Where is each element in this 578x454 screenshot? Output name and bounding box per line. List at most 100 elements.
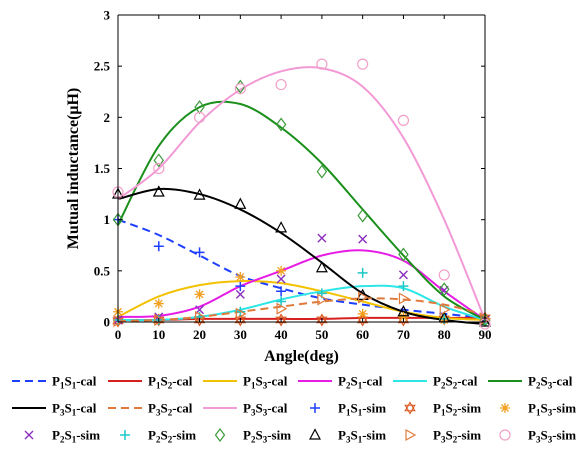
- legend-swatch-marker: [120, 430, 130, 440]
- legend-label: P2S3-cal: [528, 374, 573, 391]
- x-axis-label: Angle(deg): [264, 348, 339, 365]
- series-line-p1s1-cal: [117, 218, 486, 319]
- data-point-p2s1-sim: [235, 289, 245, 299]
- legend-label: P3S1-sim: [338, 428, 386, 445]
- legend-label: P2S2-sim: [148, 428, 196, 445]
- legend-label: P2S3-sim: [243, 428, 291, 445]
- data-point-p2s1-sim: [358, 234, 368, 244]
- legend-swatch-marker: [310, 403, 320, 413]
- legend-item-p1s1-cal: P1S1-cal: [12, 374, 97, 391]
- data-point-p3s3-sim: [397, 114, 410, 127]
- data-point-p2s3-sim: [316, 164, 328, 179]
- data-point-p3s2-sim: [235, 307, 247, 320]
- legend-item-p2s2-sim: P2S2-sim: [120, 428, 196, 445]
- data-point-p1s3-sim: [398, 311, 409, 322]
- series-line-p2s1-cal: [117, 249, 486, 321]
- data-point-p2s1-sim: [317, 233, 327, 243]
- legend-item-p1s3-cal: P1S3-cal: [203, 374, 288, 391]
- data-point-p2s3-sim: [357, 208, 368, 223]
- legend-label: P1S2-cal: [148, 374, 193, 391]
- legend-item-p2s3-cal: P2S3-cal: [488, 374, 573, 391]
- legend-item-p3s1-cal: P3S1-cal: [12, 401, 97, 418]
- legend-item-p3s1-sim: P3S1-sim: [309, 428, 386, 445]
- data-point-p3s1-sim: [275, 221, 288, 233]
- y-tick-label: 2.5: [94, 59, 111, 74]
- y-tick-label: 1.5: [94, 161, 111, 176]
- legend-label: P2S1-sim: [52, 428, 100, 445]
- y-tick-label: 0: [104, 315, 111, 330]
- legend-swatch-marker: [214, 428, 226, 442]
- data-point-p1s3-sim: [276, 265, 287, 276]
- legend-item-p1s2-cal: P1S2-cal: [108, 374, 193, 391]
- legend-item-p1s2-sim: P1S2-sim: [404, 401, 481, 418]
- legend-label: P1S3-cal: [243, 374, 288, 391]
- data-point-p3s2-sim: [194, 310, 206, 323]
- series-line-p1s3-cal: [117, 279, 486, 321]
- data-point-p2s1-sim: [398, 270, 408, 280]
- data-point-p3s3-sim: [357, 58, 369, 70]
- legend-swatch-marker: [499, 429, 511, 441]
- data-point-p2s2-sim: [276, 296, 287, 307]
- data-point-p2s3-sim: [194, 100, 205, 115]
- legend-swatch-marker: [24, 430, 34, 440]
- x-tick-label: 70: [397, 327, 410, 342]
- legend-label: P3S1-cal: [52, 401, 97, 418]
- x-tick-label: 20: [193, 327, 206, 342]
- legend-label: P1S2-sim: [433, 401, 481, 418]
- plot-area: [118, 15, 485, 322]
- x-tick-label: 30: [234, 327, 247, 342]
- data-point-p3s3-sim: [193, 111, 206, 123]
- legend-item-p1s1-sim: P1S1-sim: [310, 401, 386, 418]
- x-tick-label: 50: [315, 327, 328, 342]
- legend-label: P1S1-sim: [338, 401, 386, 418]
- y-tick-label: 3: [104, 8, 111, 23]
- series-line-p3s3-cal: [117, 66, 486, 321]
- data-point-p3s3-sim: [153, 162, 165, 175]
- data-point-p2s2-sim: [357, 267, 368, 278]
- data-point-p1s2-sim: [275, 313, 287, 327]
- data-point-p3s1-sim: [193, 188, 206, 200]
- data-point-p2s3-sim: [153, 153, 165, 168]
- legend-label: P2S2-cal: [433, 374, 478, 391]
- legend-swatch-marker: [405, 428, 417, 442]
- legend-item-p2s2-cal: P2S2-cal: [393, 374, 478, 391]
- legend-item-p2s3-sim: P2S3-sim: [214, 428, 291, 445]
- data-point-p2s3-sim: [398, 247, 409, 262]
- data-point-p3s2-sim: [276, 302, 288, 315]
- x-tick-label: 40: [275, 327, 288, 342]
- y-tick-label: 1: [104, 212, 111, 227]
- data-point-p3s2-sim: [358, 291, 369, 304]
- series-line-p2s2-cal: [117, 284, 486, 322]
- x-tick-label: 60: [356, 327, 369, 342]
- x-tick-label: 90: [479, 327, 492, 342]
- x-tick-label: 80: [438, 327, 451, 342]
- series-line-p3s1-cal: [117, 187, 486, 326]
- data-point-p2s2-sim: [398, 281, 409, 292]
- data-point-p3s2-sim: [317, 293, 329, 306]
- data-point-p3s1-sim: [356, 288, 369, 300]
- data-point-p1s2-sim: [316, 313, 328, 327]
- series-line-p2s3-cal: [117, 100, 486, 321]
- data-point-p3s3-sim: [438, 269, 450, 281]
- data-point-p3s2-sim: [439, 303, 451, 316]
- data-point-p1s1-sim: [153, 241, 164, 252]
- legend-item-p2s1-sim: P2S1-sim: [24, 428, 100, 445]
- data-point-p2s2-sim: [235, 306, 246, 317]
- data-point-p3s1-sim: [397, 304, 410, 317]
- legend-swatch-marker: [309, 428, 321, 440]
- y-axis-label: Mutual inductance(μH): [65, 88, 82, 250]
- data-point-p2s1-sim: [276, 274, 286, 284]
- data-point-p3s1-sim: [479, 315, 491, 327]
- data-point-p3s3-sim: [234, 83, 246, 95]
- data-point-p3s2-sim: [398, 292, 410, 305]
- data-point-p2s3-sim: [275, 117, 287, 132]
- legend-item-p3s3-sim: P3S3-sim: [499, 428, 576, 445]
- data-point-p3s1-sim: [152, 185, 165, 197]
- y-tick-label: 2: [104, 110, 111, 125]
- series-line-p3s2-cal: [117, 297, 486, 322]
- data-point-p1s1-sim: [235, 281, 246, 292]
- legend-label: P1S3-sim: [528, 401, 576, 418]
- data-point-p1s3-sim: [235, 271, 246, 282]
- legend-item-p1s3-sim: P1S3-sim: [500, 401, 576, 418]
